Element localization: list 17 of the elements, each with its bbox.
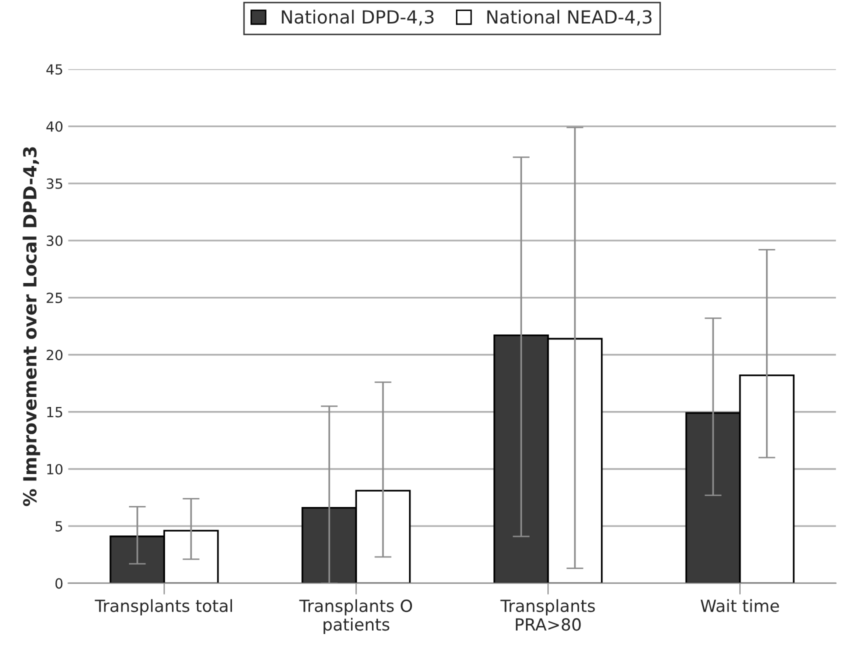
y-tick-label: 35 [46,178,62,189]
x-tick-label: Transplants PRA>80 [500,599,595,631]
y-tick-label: 40 [46,121,62,132]
y-axis-title: % Improvement over Local DPD-4,3 [22,147,40,506]
y-tick-label: 25 [46,292,62,304]
x-tick-label: Wait time [700,599,779,612]
x-tick-label: Transplants total [94,599,232,616]
y-tick-label: 45 [46,64,62,75]
legend-label: National NEAD-4,3 [487,10,652,26]
y-tick-label: 15 [47,407,62,418]
y-tick-label: 5 [56,521,62,532]
y-tick-label: 10 [47,464,62,474]
y-tick-label: 20 [46,350,62,360]
y-tick-label: 30 [46,236,62,246]
y-tick-label: 0 [55,578,62,589]
x-tick-label: Transplants O patients [299,599,412,634]
legend-label: National DPD-4,3 [282,10,434,26]
